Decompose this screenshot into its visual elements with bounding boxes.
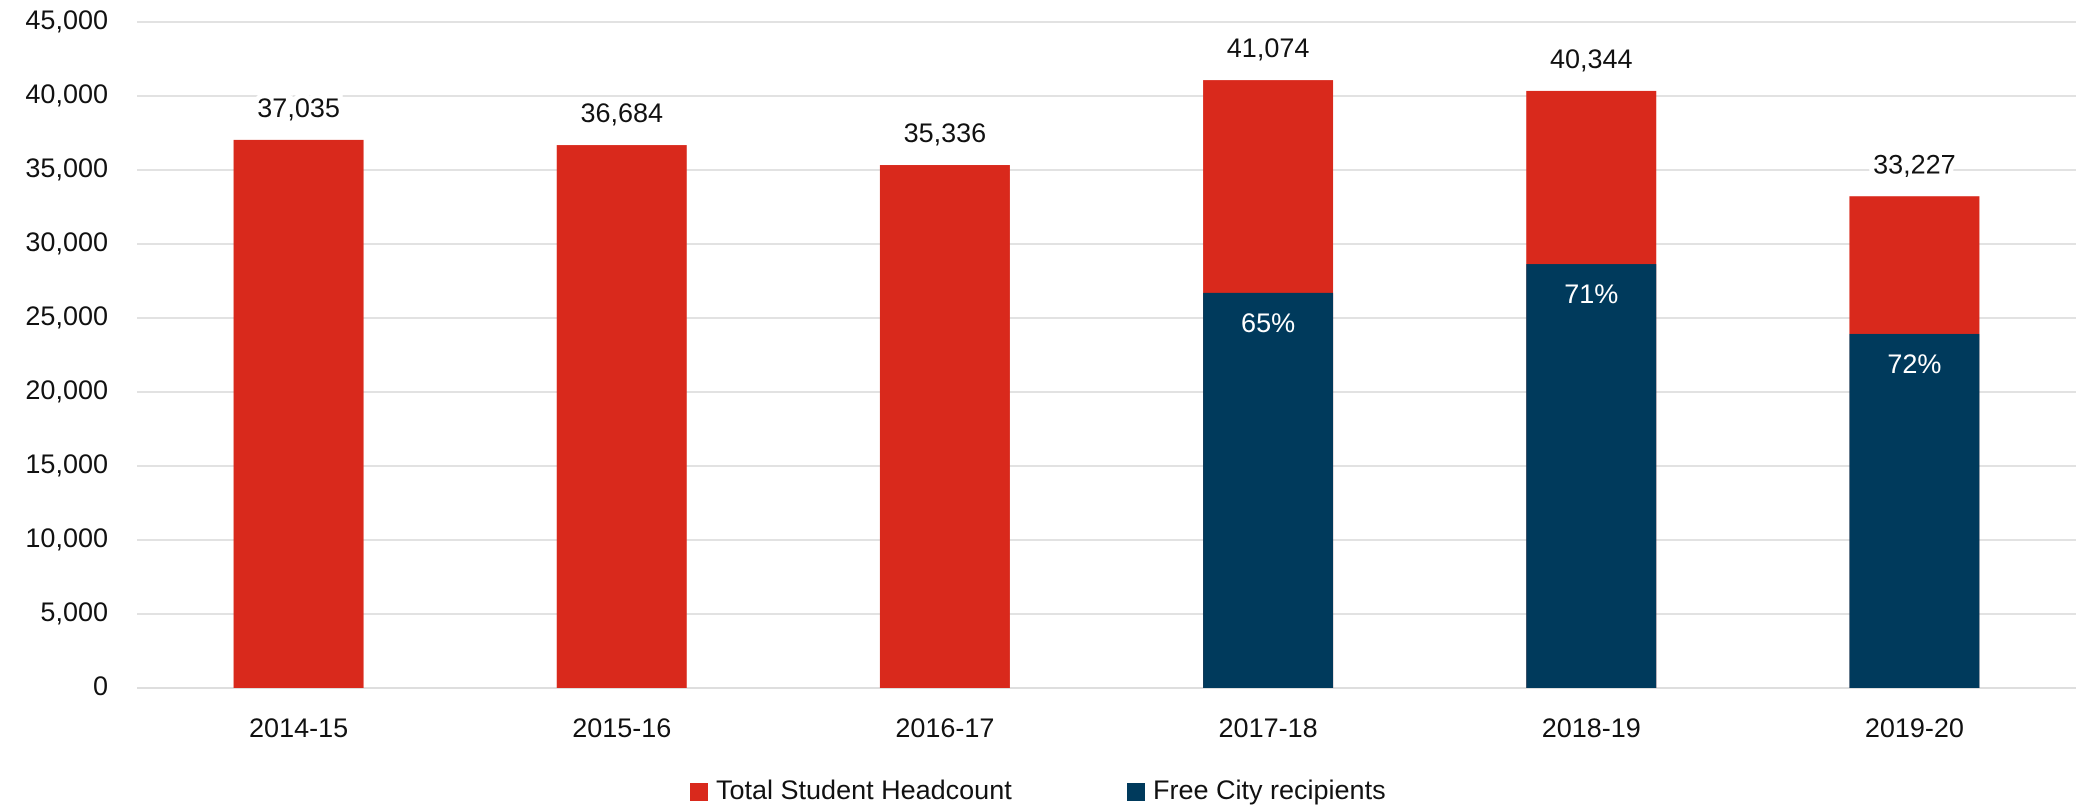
- y-tick-label: 15,000: [25, 449, 108, 479]
- x-tick-label: 2016-17: [895, 713, 994, 743]
- data-label: 33,227: [1873, 149, 1956, 179]
- y-tick-label: 45,000: [25, 5, 108, 35]
- x-tick-label: 2017-18: [1219, 713, 1318, 743]
- bar: [879, 165, 1010, 688]
- y-tick-label: 35,000: [25, 153, 108, 183]
- y-tick-label: 10,000: [25, 523, 108, 553]
- bar: [1849, 333, 1980, 688]
- y-tick-label: 5,000: [40, 597, 108, 627]
- x-tick-label: 2018-19: [1542, 713, 1641, 743]
- y-tick-label: 25,000: [25, 301, 108, 331]
- share-label: 72%: [1887, 349, 1941, 379]
- y-tick-label: 0: [93, 671, 108, 701]
- x-tick-label: 2015-16: [572, 713, 671, 743]
- share-label: 71%: [1564, 279, 1618, 309]
- x-tick-label: 2019-20: [1865, 713, 1964, 743]
- data-label: 35,336: [904, 118, 987, 148]
- bar: [556, 145, 687, 689]
- share-label: 65%: [1241, 308, 1295, 338]
- y-tick-label: 40,000: [25, 79, 108, 109]
- data-label: 36,684: [580, 98, 663, 128]
- data-label: 41,074: [1227, 33, 1310, 63]
- data-label: 37,035: [257, 93, 340, 123]
- legend-swatch: [690, 783, 708, 801]
- y-tick-label: 30,000: [25, 227, 108, 257]
- x-tick-label: 2014-15: [249, 713, 348, 743]
- bar: [233, 139, 364, 688]
- bar: [1526, 264, 1657, 688]
- legend-label: Free City recipients: [1153, 775, 1386, 805]
- y-tick-label: 20,000: [25, 375, 108, 405]
- bar: [1203, 292, 1334, 688]
- data-label: 40,344: [1550, 44, 1633, 74]
- legend-swatch: [1127, 783, 1145, 801]
- legend-label: Total Student Headcount: [716, 775, 1012, 805]
